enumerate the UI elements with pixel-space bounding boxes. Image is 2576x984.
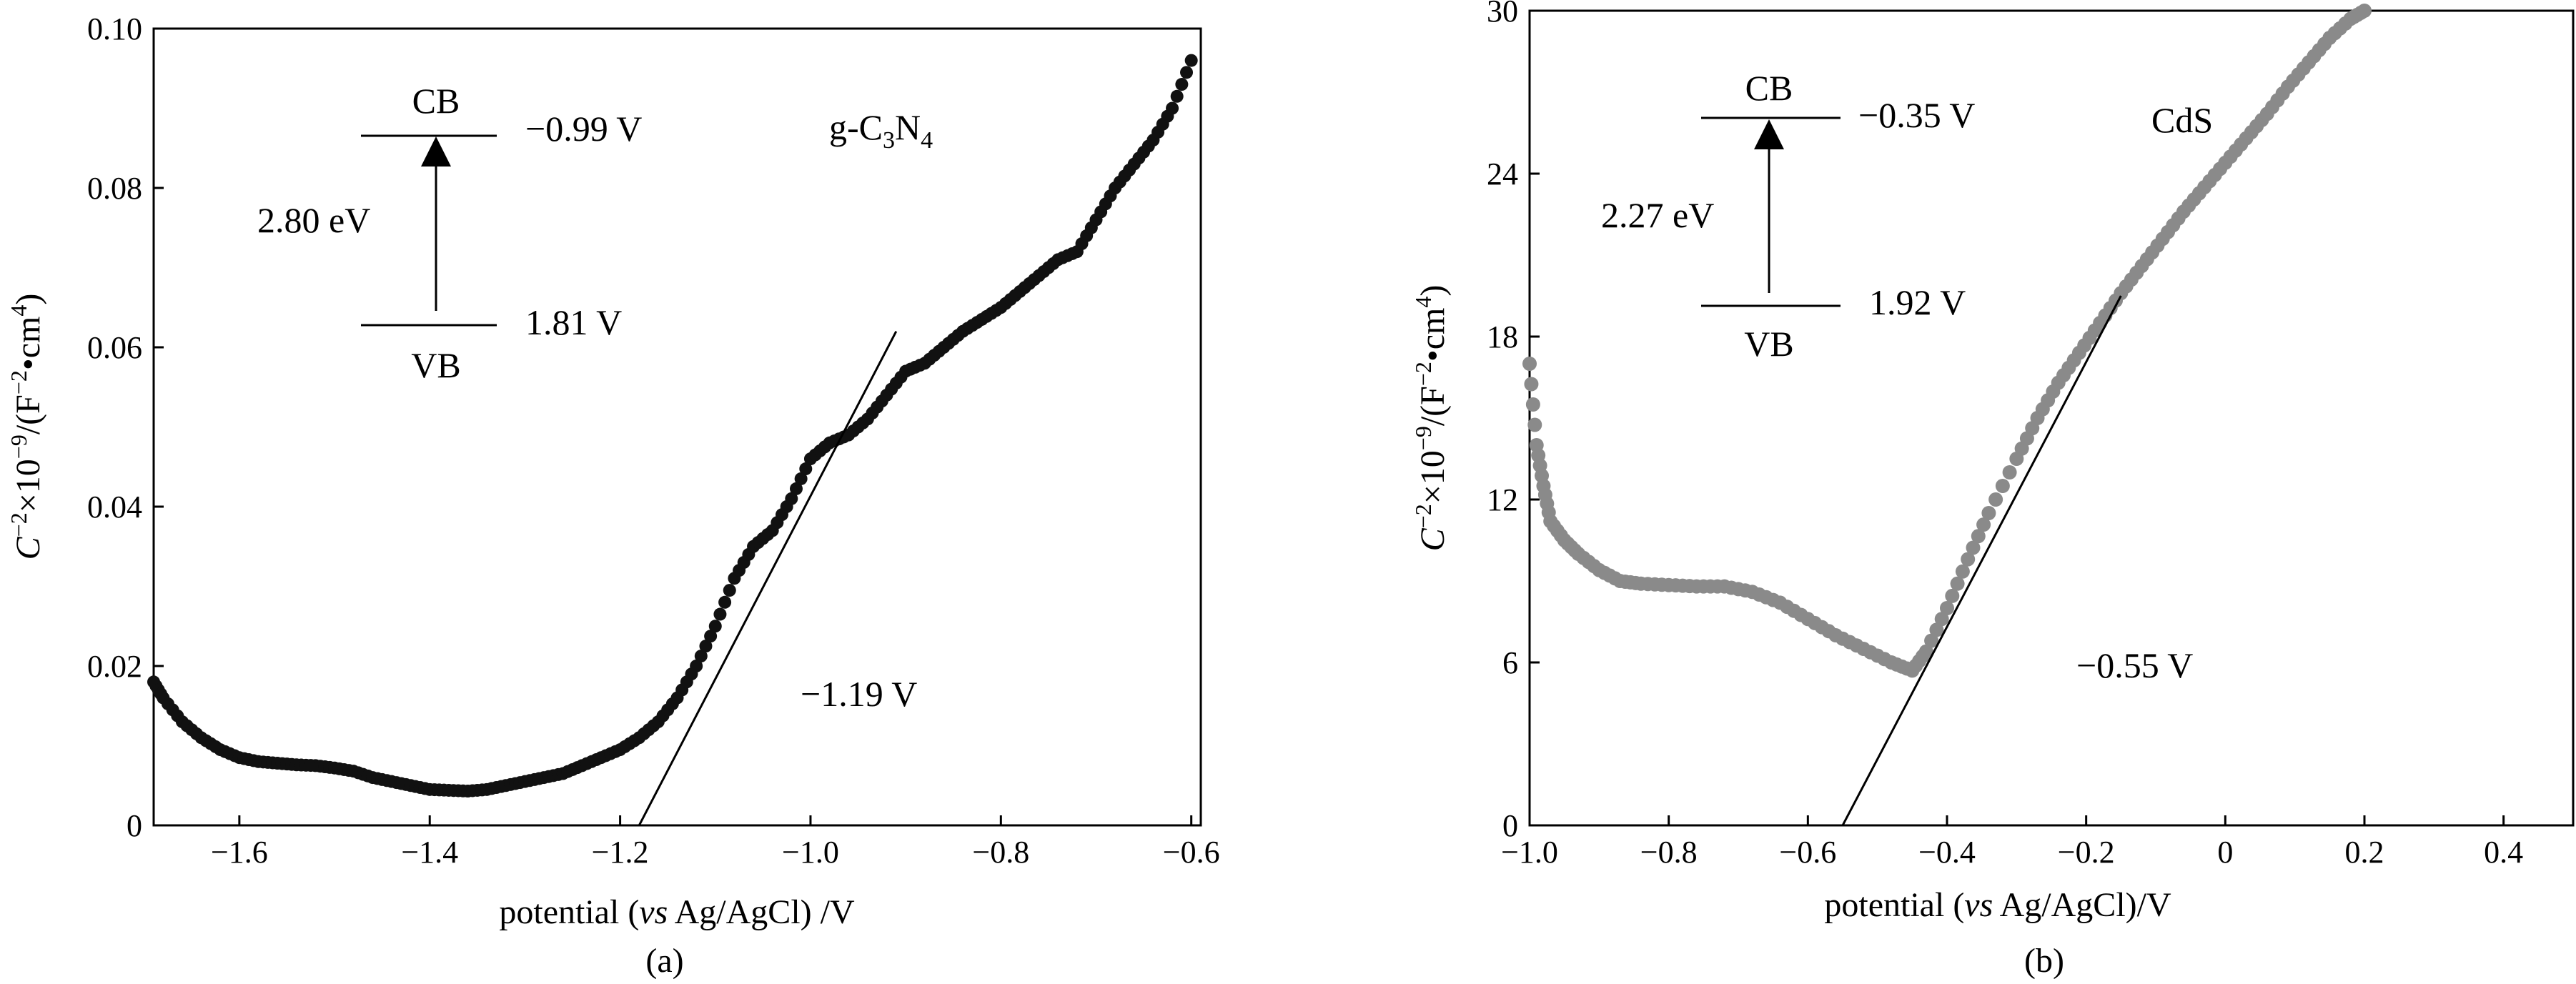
data-point — [694, 650, 708, 663]
band-diagram-b: CB −0.35 V 2.27 eV 1.92 V VB — [1601, 68, 1975, 364]
data-point — [1918, 644, 1933, 659]
ticks-a: −1.6 −1.4 −1.2 −1.0 −0.8 −0.6 0 0.02 0.04 0.06 0.0… — [87, 11, 1220, 870]
data-point — [1976, 517, 1991, 532]
x-tick-label: −0.4 — [1918, 835, 1976, 870]
panel-label-b: (b) — [2024, 942, 2064, 980]
data-point — [799, 462, 813, 476]
y-tick-label: 24 — [1487, 156, 1518, 192]
data-point — [785, 492, 798, 505]
cb-label: CB — [412, 81, 460, 121]
data-point — [723, 584, 736, 597]
x-tick-label: −1.4 — [401, 835, 458, 870]
cb-value: −0.35 V — [1858, 95, 1975, 135]
band-gap-label: 2.27 eV — [1601, 195, 1714, 235]
y-tick-label: 0.10 — [87, 11, 142, 46]
band-diagram-a: CB −0.99 V 2.80 eV 1.81 V VB — [257, 81, 642, 385]
data-point — [1945, 588, 1960, 603]
data-point — [1170, 89, 1184, 103]
tangent-label-b: −0.55 V — [2076, 645, 2193, 685]
y-axis-label-b: C−2×10−9/(F−2•cm4) — [1410, 285, 1452, 552]
vb-value: 1.92 V — [1869, 282, 1966, 322]
data-point — [690, 660, 703, 672]
data-point — [1175, 78, 1189, 91]
x-tick-label: −0.6 — [1779, 835, 1836, 870]
y-tick-label: 0.04 — [87, 489, 142, 525]
data-point — [2002, 465, 2017, 479]
y-tick-label: 0 — [1502, 808, 1518, 843]
data-point — [1961, 552, 1976, 567]
x-tick-label: −0.8 — [1640, 835, 1698, 870]
data-point — [1988, 492, 2003, 507]
data-point — [1166, 101, 1179, 115]
x-tick-label: −0.8 — [972, 835, 1029, 870]
x-tick-label: −1.0 — [782, 835, 839, 870]
x-tick-label: −0.6 — [1163, 835, 1220, 870]
panel-label-a: (a) — [645, 942, 683, 980]
data-series-cds — [1522, 4, 2372, 678]
vb-value: 1.81 V — [525, 302, 622, 342]
cb-value: −0.99 V — [525, 109, 642, 149]
x-tick-label: −0.2 — [2058, 835, 2115, 870]
panel-a: −1.6 −1.4 −1.2 −1.0 −0.8 −0.6 0 0.02 0.04 0.06 0.0… — [6, 11, 1220, 980]
plot-frame-a — [152, 27, 1202, 827]
y-tick-label: 12 — [1487, 482, 1518, 517]
data-point — [1184, 54, 1198, 67]
tangent-label-a: −1.19 V — [801, 674, 917, 714]
data-point — [794, 472, 808, 485]
tangent-line-b — [1841, 295, 2122, 826]
y-tick-label: 0.06 — [87, 330, 142, 365]
data-point — [1924, 633, 1939, 648]
data-point — [1971, 529, 1986, 544]
panel-b: −1.0 −0.8 −0.6 −0.4 −0.2 0 0.2 0.4 0 6 12 18 24 30 CB… — [1410, 0, 2575, 980]
y-tick-label: 6 — [1502, 645, 1518, 680]
data-point — [1929, 622, 1944, 637]
vb-label: VB — [1744, 324, 1793, 364]
x-tick-label: −1.6 — [211, 835, 268, 870]
cb-label: CB — [1745, 68, 1793, 108]
y-tick-label: 0 — [127, 808, 142, 843]
x-axis-label-b: potential (vs Ag/AgCl)/V — [1824, 886, 2171, 924]
ticks-b: −1.0 −0.8 −0.6 −0.4 −0.2 0 0.2 0.4 0 6 12 18 24 30 — [1487, 0, 2523, 870]
data-point — [1525, 397, 1540, 412]
data-point — [708, 620, 722, 633]
x-tick-label: −1.0 — [1501, 835, 1558, 870]
band-gap-label: 2.80 eV — [257, 200, 370, 240]
data-point — [1180, 66, 1194, 79]
data-point — [1995, 479, 2010, 493]
x-tick-label: −1.2 — [592, 835, 649, 870]
x-tick-label: 0.4 — [2484, 835, 2523, 870]
x-tick-label: 0 — [2217, 835, 2233, 870]
data-point — [1527, 417, 1542, 432]
data-point — [704, 630, 718, 643]
material-label-a: g-C3N4 — [829, 107, 933, 154]
data-point — [1940, 601, 1954, 615]
data-point — [1934, 612, 1949, 627]
data-point — [1522, 357, 1537, 371]
y-tick-label: 0.02 — [87, 649, 142, 684]
data-point — [1524, 377, 1539, 392]
data-point — [718, 595, 732, 609]
data-point — [1966, 540, 1981, 555]
data-point — [1981, 506, 1996, 520]
tangent-line-a — [638, 331, 898, 826]
data-point — [1950, 576, 1965, 591]
data-point — [789, 482, 803, 495]
y-axis-label-a: C−2×10−9/(F−2•cm4) — [6, 294, 47, 560]
y-tick-label: 30 — [1487, 0, 1518, 29]
y-tick-label: 18 — [1487, 319, 1518, 354]
material-label-b: CdS — [2151, 100, 2213, 140]
x-tick-label: 0.2 — [2345, 835, 2384, 870]
plot-frame-b — [1528, 9, 2575, 827]
y-tick-label: 0.08 — [87, 171, 142, 206]
x-axis-label-a: potential (vs Ag/AgCl) /V — [499, 893, 855, 931]
data-series-g-c3n4 — [147, 54, 1198, 798]
data-point — [713, 607, 727, 621]
data-point — [1955, 564, 1970, 579]
vb-label: VB — [411, 345, 460, 385]
data-point — [2357, 4, 2372, 18]
data-point — [699, 640, 713, 653]
